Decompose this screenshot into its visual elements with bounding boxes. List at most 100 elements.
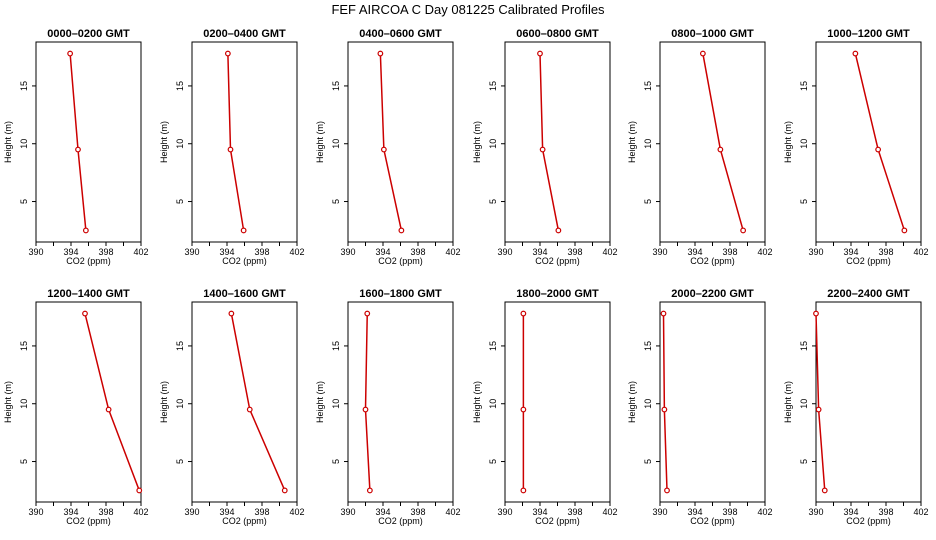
- y-axis-label: Height (m): [159, 121, 169, 163]
- y-tick-label: 15: [643, 81, 653, 91]
- y-axis-label: Height (m): [315, 121, 325, 163]
- y-tick-label: 10: [175, 399, 185, 409]
- data-point: [661, 406, 668, 413]
- y-tick-label: 10: [643, 139, 653, 149]
- y-axis-label: Height (m): [3, 381, 13, 423]
- x-tick-label: 390: [184, 507, 199, 517]
- data-point: [105, 406, 112, 413]
- data-point: [366, 487, 373, 494]
- panel-2: 0400–0600 GMT 390 394 398 402 5 10 15 CO2 (ppm) H…: [315, 28, 461, 266]
- data-point: [875, 146, 882, 153]
- x-tick-label: 402: [289, 247, 304, 257]
- data-point: [364, 310, 371, 317]
- y-tick-label: 15: [488, 81, 498, 91]
- x-tick-label: 402: [602, 507, 617, 517]
- x-tick-label: 402: [445, 247, 460, 257]
- plot-frame: [504, 41, 611, 243]
- x-axis-label: CO2 (ppm): [378, 256, 423, 266]
- x-tick-label: 390: [28, 247, 43, 257]
- x-tick-label: 398: [878, 247, 893, 257]
- data-point: [520, 406, 527, 413]
- x-tick-label: 390: [808, 247, 823, 257]
- x-tick-label: 398: [878, 507, 893, 517]
- data-point: [555, 227, 562, 234]
- plot-frame: [659, 41, 766, 243]
- data-point: [813, 310, 819, 317]
- y-tick-label: 5: [643, 199, 653, 204]
- x-tick-label: 390: [340, 247, 355, 257]
- x-tick-label: 398: [410, 247, 425, 257]
- x-tick-label: 390: [184, 247, 199, 257]
- data-point: [740, 227, 747, 234]
- y-tick-label: 15: [19, 341, 29, 351]
- x-tick-label: 390: [497, 247, 512, 257]
- x-tick-label: 402: [913, 247, 928, 257]
- y-tick-label: 5: [643, 459, 653, 464]
- y-axis-label: Height (m): [315, 381, 325, 423]
- plot-frame: [35, 41, 142, 243]
- x-tick-label: 394: [687, 247, 702, 257]
- x-tick-label: 402: [602, 247, 617, 257]
- x-tick-label: 398: [410, 507, 425, 517]
- y-tick-label: 5: [19, 459, 29, 464]
- profile-line: [379, 53, 403, 231]
- profile-line: [230, 313, 286, 491]
- plot-frame: [191, 41, 298, 243]
- panel-title: 1800–2000 GMT: [516, 288, 599, 300]
- x-tick-label: 402: [133, 507, 148, 517]
- data-point: [539, 146, 546, 153]
- plot-frame: [815, 41, 922, 243]
- x-tick-label: 394: [63, 247, 78, 257]
- y-axis-label: Height (m): [472, 381, 482, 423]
- panel-title: 0800–1000 GMT: [671, 28, 754, 40]
- panel-title: 0000–0200 GMT: [47, 28, 130, 40]
- y-tick-label: 15: [488, 341, 498, 351]
- panel-0: 0000–0200 GMT 390 394 398 402 5 10 15 CO2 (ppm) H…: [3, 28, 149, 266]
- y-tick-label: 15: [175, 341, 185, 351]
- y-tick-label: 10: [799, 399, 809, 409]
- x-tick-label: 394: [63, 507, 78, 517]
- x-tick-label: 390: [340, 507, 355, 517]
- data-point: [660, 310, 667, 317]
- y-axis-label: Height (m): [159, 381, 169, 423]
- x-tick-label: 394: [843, 507, 858, 517]
- x-tick-label: 402: [445, 507, 460, 517]
- panel-9: 1800–2000 GMT 390 394 398 402 5 10 15 CO2 (ppm) H…: [472, 288, 618, 526]
- data-point: [717, 146, 724, 153]
- x-tick-label: 398: [254, 247, 269, 257]
- data-point: [246, 406, 253, 413]
- plot-frame: [815, 301, 922, 503]
- panel-title: 0400–0600 GMT: [359, 28, 442, 40]
- plot-frame: [659, 301, 766, 503]
- data-point: [67, 50, 74, 57]
- panel-4: 0800–1000 GMT 390 394 398 402 5 10 15 CO2 (ppm) H…: [627, 28, 773, 266]
- y-tick-label: 15: [799, 81, 809, 91]
- panel-title: 1400–1600 GMT: [203, 288, 286, 300]
- y-axis-label: Height (m): [472, 121, 482, 163]
- x-tick-label: 398: [722, 507, 737, 517]
- profile-line: [84, 313, 140, 491]
- y-tick-label: 15: [19, 81, 29, 91]
- profile-line: [69, 53, 87, 231]
- x-axis-label: CO2 (ppm): [222, 256, 267, 266]
- y-tick-label: 5: [488, 199, 498, 204]
- y-tick-label: 15: [331, 81, 341, 91]
- x-axis-label: CO2 (ppm): [66, 516, 111, 526]
- y-tick-label: 10: [488, 139, 498, 149]
- x-tick-label: 390: [808, 507, 823, 517]
- profile-line: [854, 53, 906, 231]
- y-tick-label: 5: [799, 199, 809, 204]
- y-axis-label: Height (m): [627, 121, 637, 163]
- panels-group: 0000–0200 GMT 390 394 398 402 5 10 15 CO2 (ppm) H…: [3, 28, 929, 526]
- panel-title: 0200–0400 GMT: [203, 28, 286, 40]
- x-axis-label: CO2 (ppm): [690, 256, 735, 266]
- panel-5: 1000–1200 GMT 390 394 398 402 5 10 15 CO2 (ppm) H…: [783, 28, 929, 266]
- y-tick-label: 5: [488, 459, 498, 464]
- data-point: [281, 487, 288, 494]
- x-tick-label: 398: [254, 507, 269, 517]
- data-point: [664, 487, 670, 494]
- data-point: [228, 310, 235, 317]
- plot-frame: [347, 41, 454, 243]
- data-point: [398, 227, 405, 234]
